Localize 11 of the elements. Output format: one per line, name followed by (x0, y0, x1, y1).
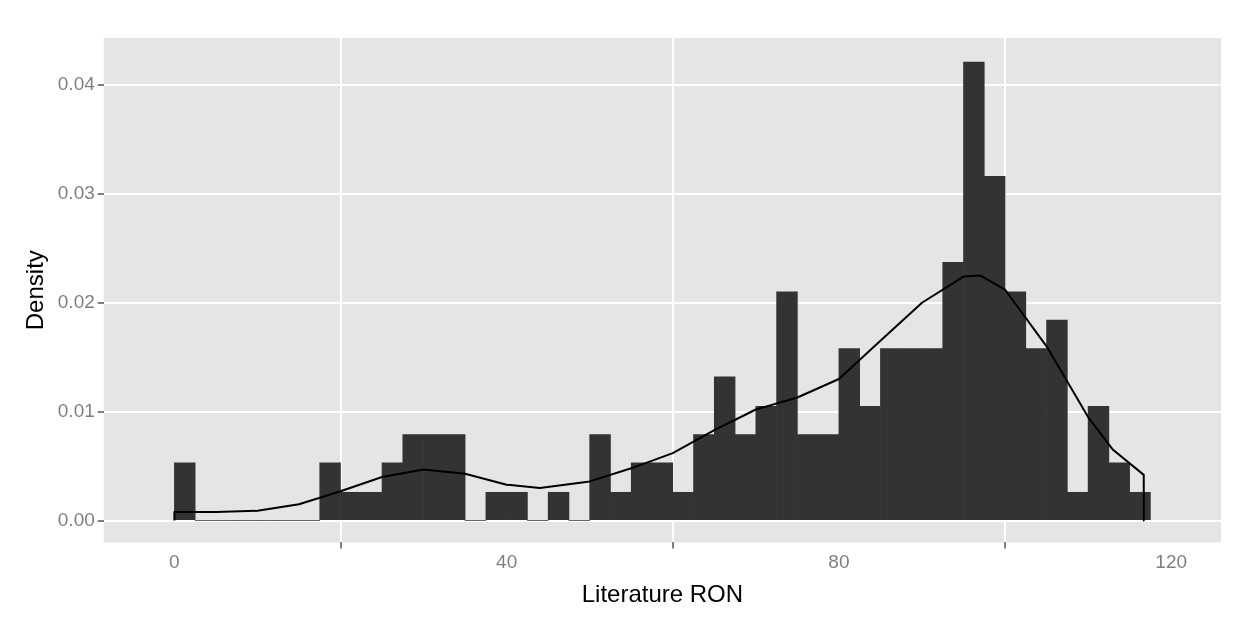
x-axis-title: Literature RON (581, 580, 744, 608)
x-tick-label: 0 (169, 551, 180, 573)
y-tick-label: 0.01 (57, 399, 95, 421)
y-tick-label: 0.03 (57, 182, 95, 204)
x-tick-label: 120 (1155, 551, 1188, 573)
x-tick-label: 80 (828, 551, 850, 573)
y-tick-label: 0.00 (57, 508, 95, 530)
x-tick-label: 40 (496, 551, 518, 573)
y-tick-label: 0.04 (57, 73, 96, 95)
y-axis-title: Density (21, 250, 49, 331)
y-tick-label: 0.02 (57, 290, 95, 312)
